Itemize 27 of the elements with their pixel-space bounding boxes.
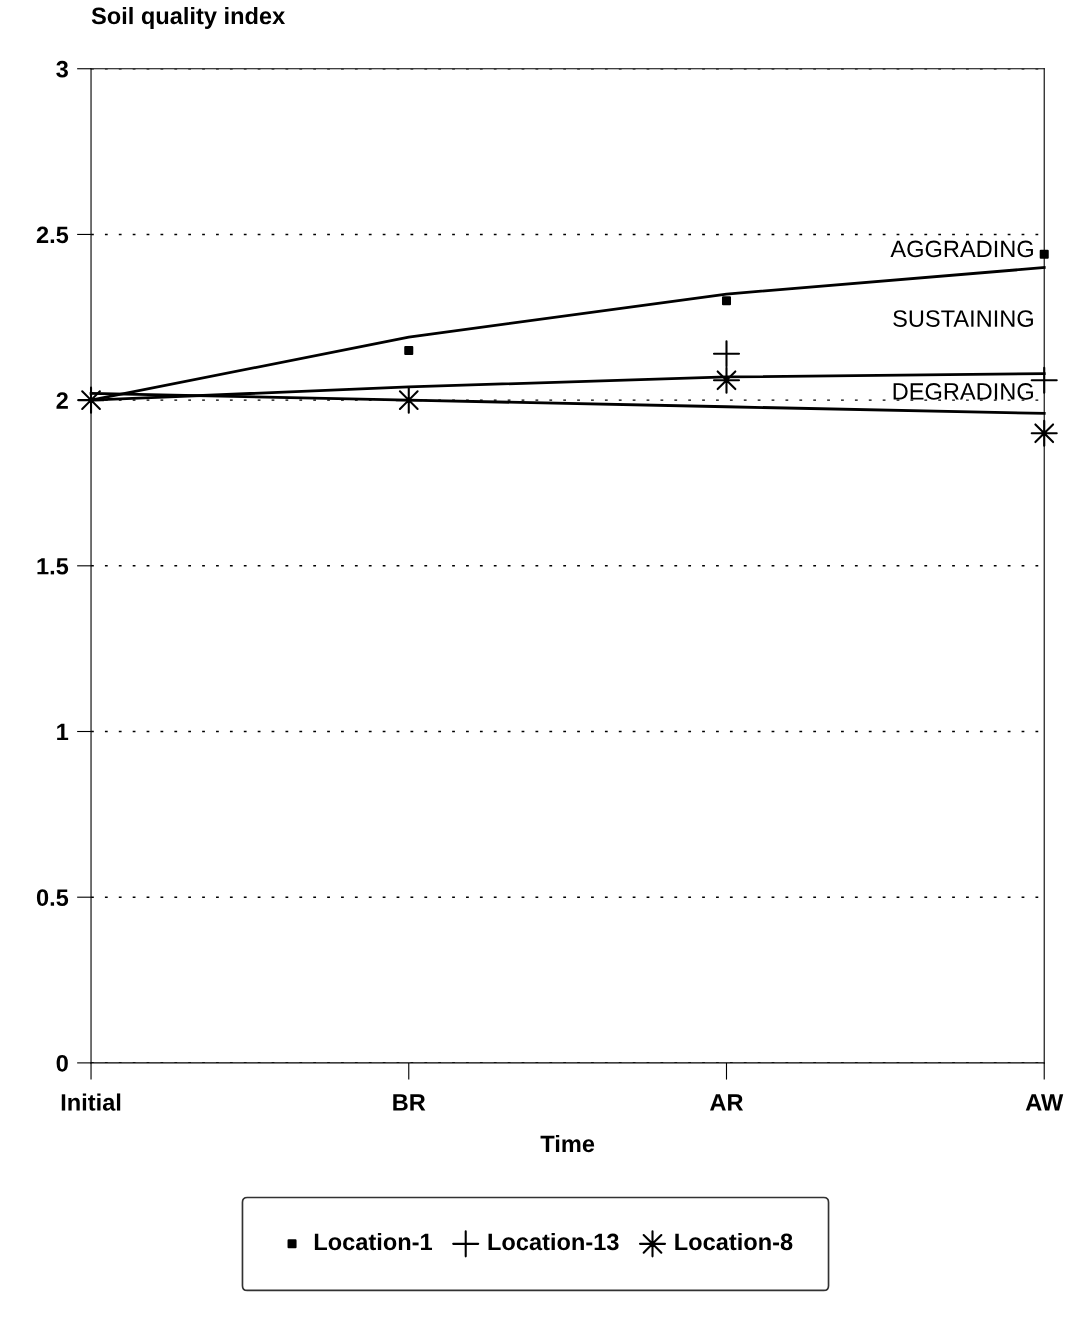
legend-label: Location-1 [314, 1232, 433, 1251]
y-axis-title: Soil quality index [91, 6, 286, 29]
x-tick-label: BR [393, 1094, 426, 1111]
y-tick-label: 1.5 [37, 558, 69, 575]
annotation: DEGRADING [893, 383, 1033, 400]
legend-label: Location-13 [488, 1232, 619, 1251]
x-tick-label: AR [710, 1094, 744, 1111]
legend-label: Location-8 [675, 1232, 793, 1251]
x-axis-title: Time [540, 1134, 595, 1153]
point [712, 340, 741, 368]
y-tick-label: 1 [57, 723, 69, 741]
annotation: SUSTAINING [893, 310, 1033, 327]
y-tick-label: 0.5 [36, 889, 69, 906]
point [1030, 419, 1058, 447]
y-tick-label: 3 [56, 60, 68, 78]
point [395, 386, 423, 414]
y-tick-label: 2 [56, 392, 68, 409]
y-tick-label: 2.5 [36, 226, 69, 244]
y-tick-label: 0 [56, 1054, 68, 1072]
point [404, 345, 414, 355]
point [712, 366, 741, 394]
point [721, 296, 732, 306]
x-tick-label: Initial [61, 1093, 121, 1111]
x-tick-label: AW [1025, 1094, 1064, 1111]
point [1039, 249, 1049, 259]
point [77, 386, 105, 414]
annotation: AGGRADING [890, 240, 1033, 258]
